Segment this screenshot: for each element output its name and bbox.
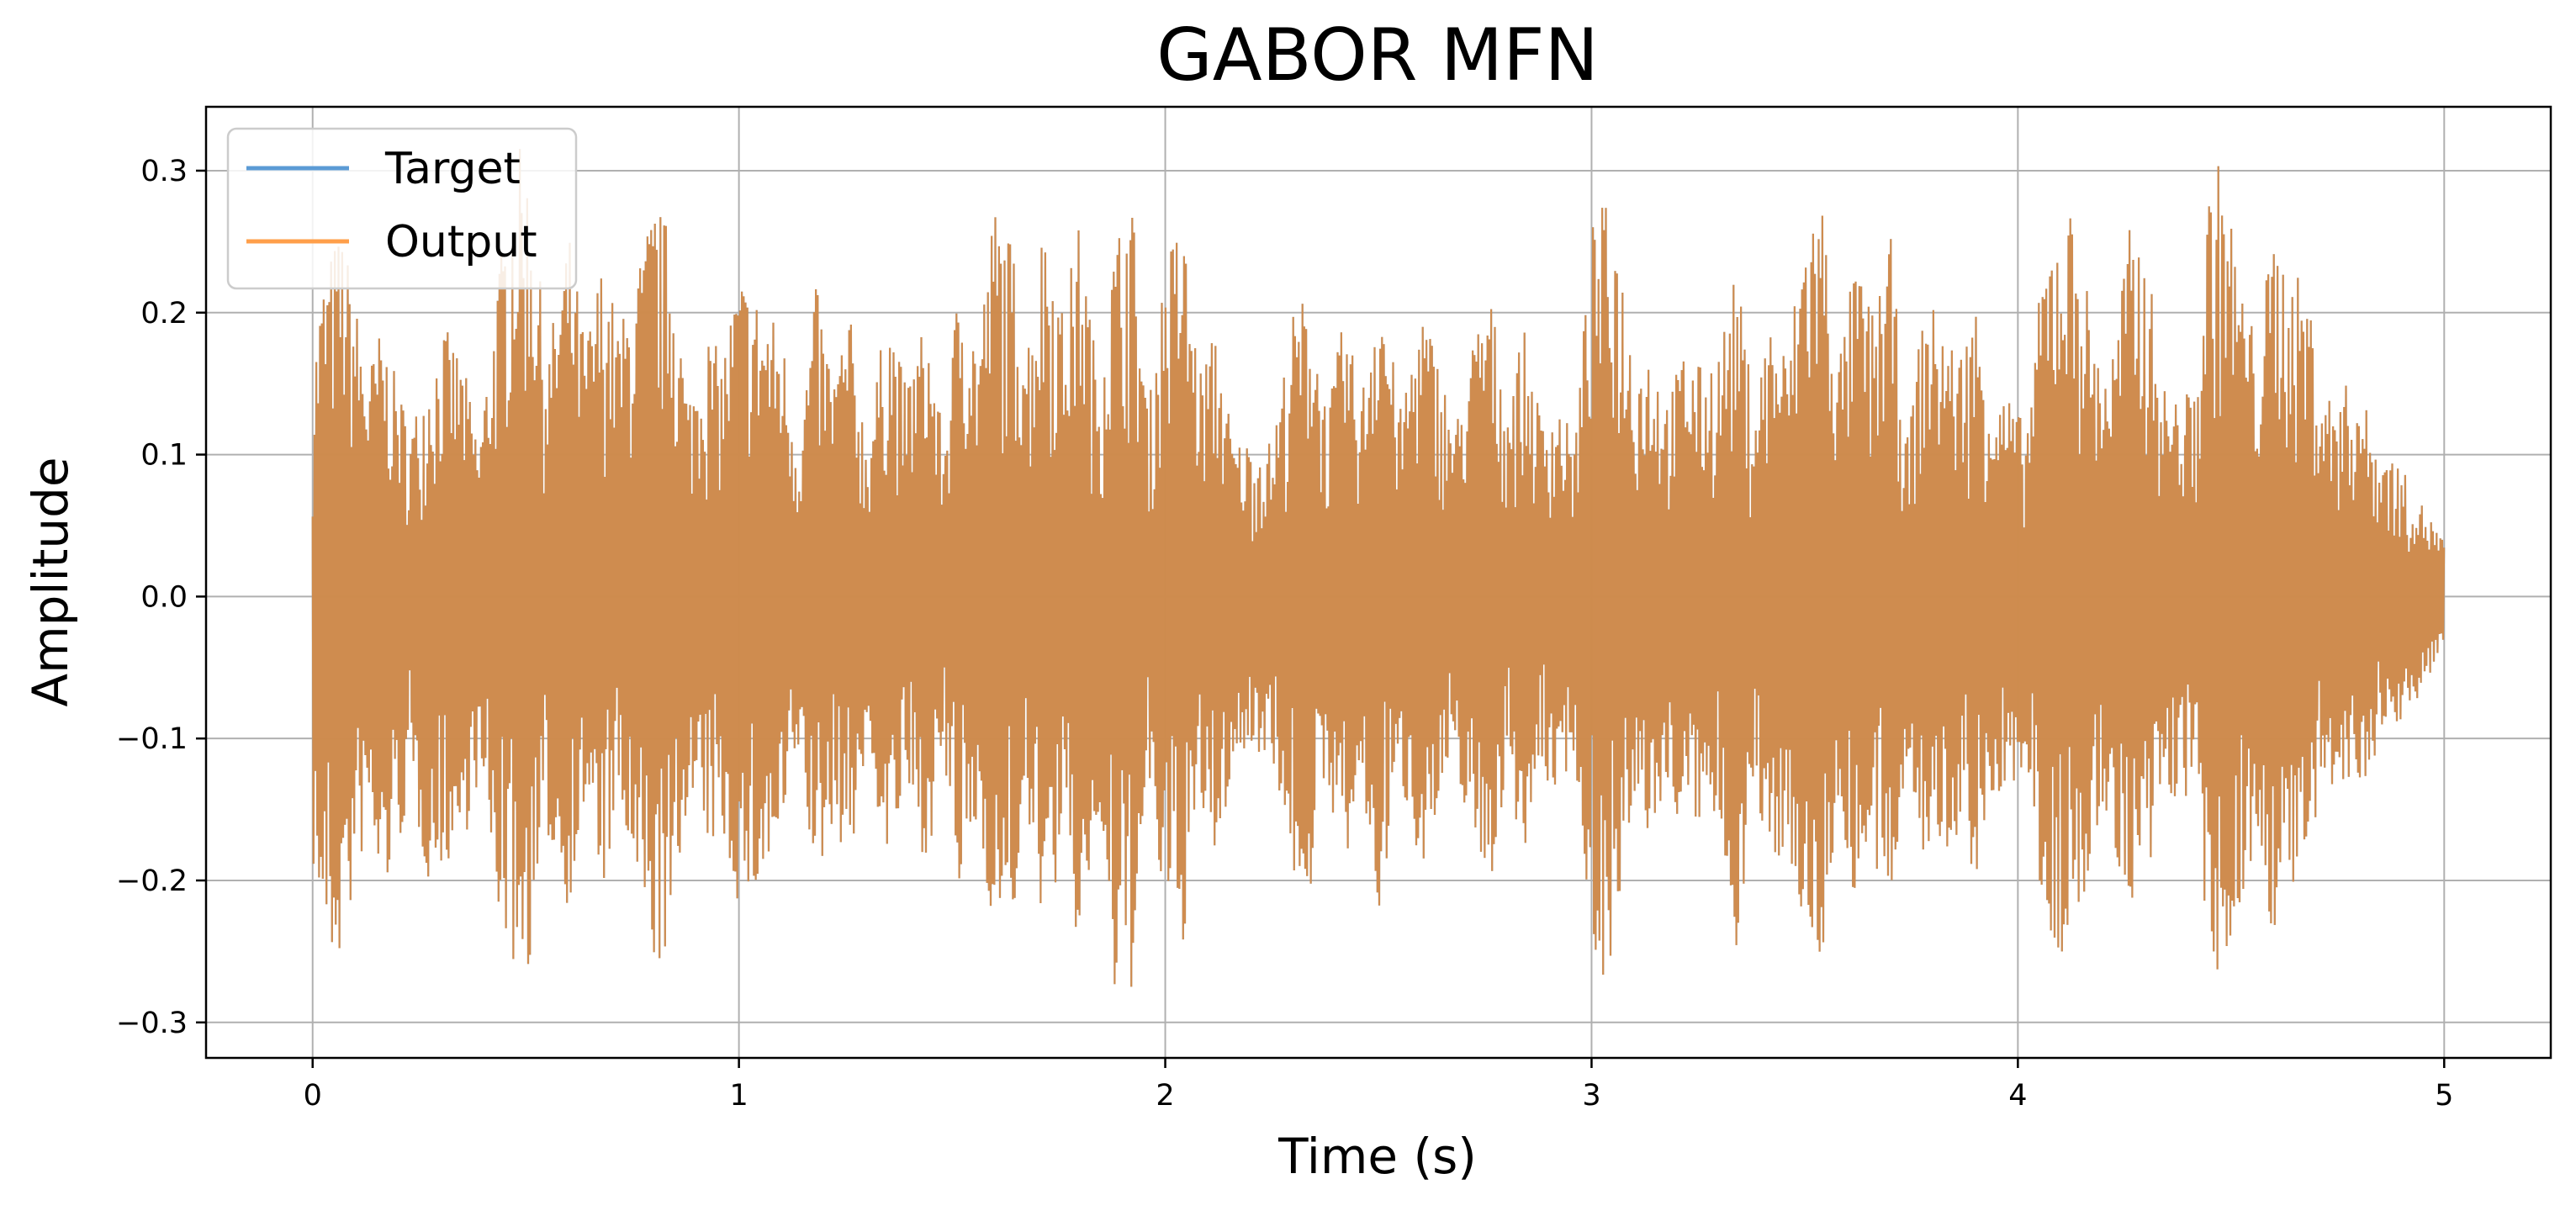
y-tick-label: 0.3: [140, 155, 188, 188]
y-tick-label: −0.1: [116, 722, 188, 756]
y-tick-label: 0.1: [140, 439, 188, 473]
x-tick-label: 5: [2435, 1079, 2453, 1113]
x-tick-label: 1: [729, 1079, 748, 1113]
y-tick-label: 0.0: [140, 580, 188, 614]
chart-title: GABOR MFN: [1156, 13, 1599, 98]
x-tick-label: 4: [2008, 1079, 2027, 1113]
y-tick-label: −0.3: [116, 1007, 188, 1040]
legend: Target Output: [226, 127, 578, 290]
series-line-output: [311, 149, 2446, 987]
x-axis-label: Time (s): [1277, 1128, 1477, 1185]
x-tick-label: 2: [1156, 1079, 1174, 1113]
y-axis-label: Amplitude: [22, 457, 79, 706]
waveform: [311, 149, 2446, 987]
axis-ticks: 0 1 2 3 4 5 −0.3 −0.2 −0.1 0.0 0.1 0.2 0.3: [116, 155, 2453, 1113]
y-tick-label: 0.2: [140, 297, 188, 330]
axes-frame: [204, 105, 2552, 1060]
y-tick-label: −0.2: [116, 864, 188, 898]
x-tick-label: 3: [1582, 1079, 1600, 1113]
x-tick-label: 0: [304, 1079, 322, 1113]
legend-label-output: Output: [385, 217, 537, 267]
legend-label-target: Target: [384, 144, 521, 194]
